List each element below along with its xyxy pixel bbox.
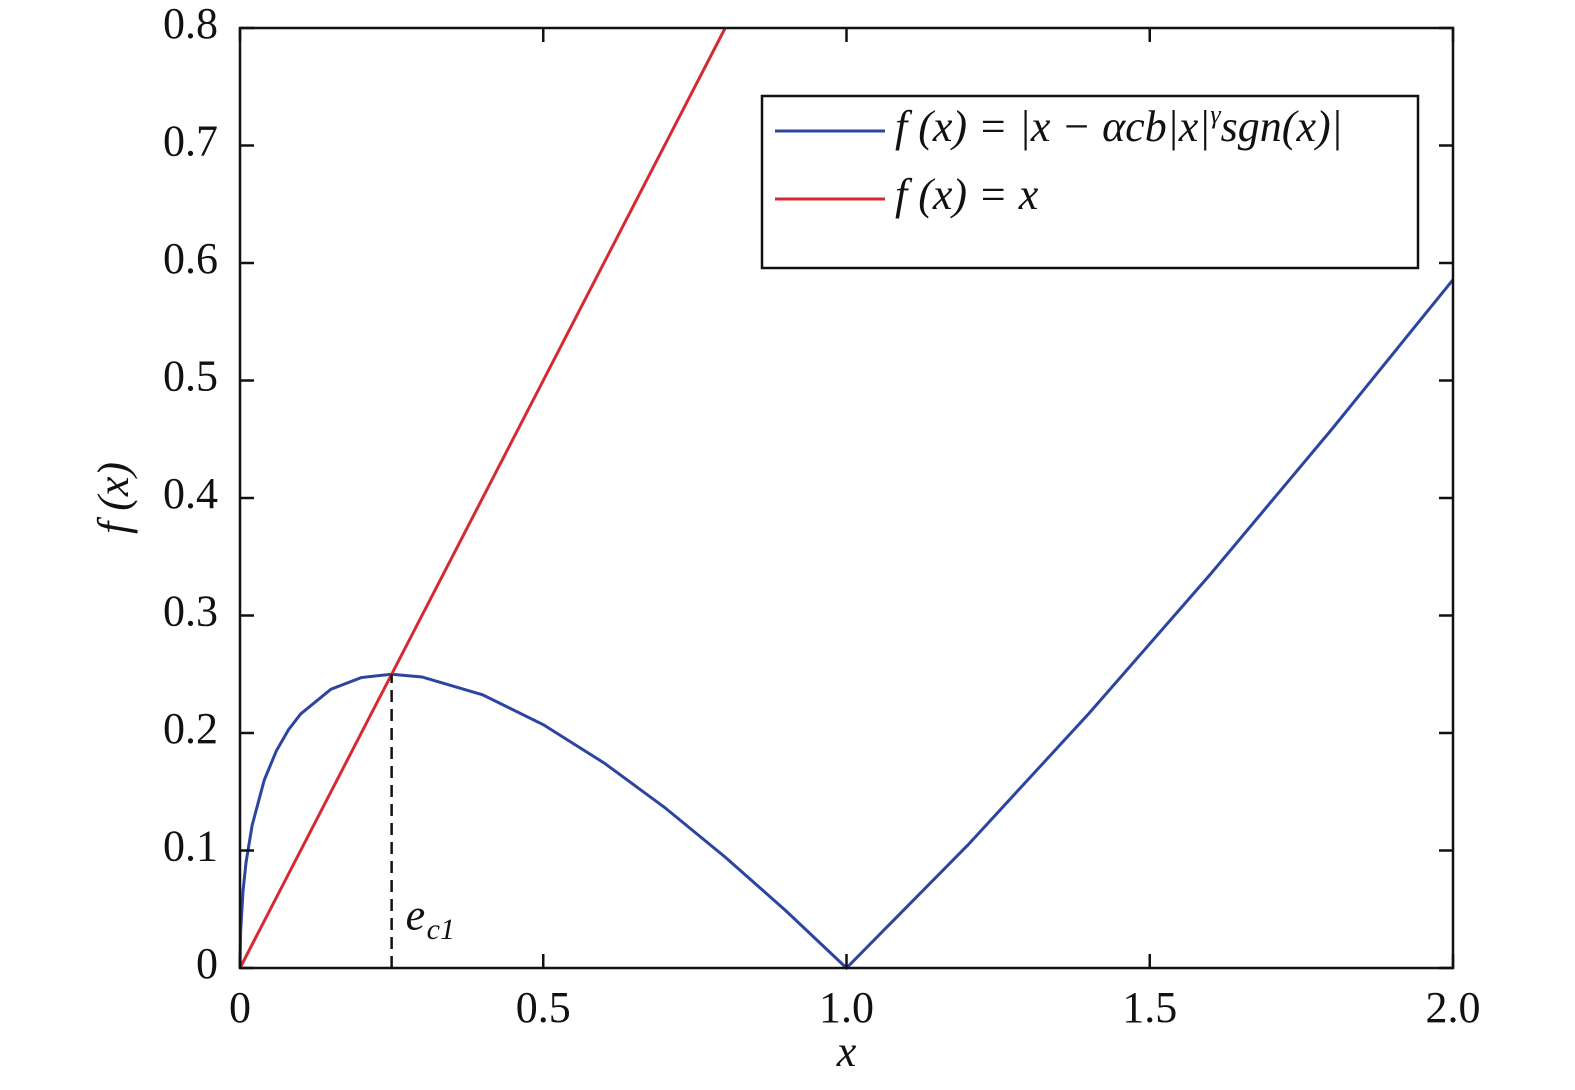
y-tick-label: 0.2	[163, 704, 218, 753]
annotation-subscript: c1	[427, 913, 455, 946]
x-tick-label: 1.5	[1122, 983, 1177, 1032]
legend-label: f (x) = |x − αcb|x|γsgn(x)|	[895, 100, 1343, 151]
x-tick-label: 2.0	[1426, 983, 1481, 1032]
y-tick-label: 0.1	[163, 822, 218, 871]
y-tick-label: 0.5	[163, 352, 218, 401]
x-tick-label: 0	[229, 983, 251, 1032]
y-tick-label: 0.7	[163, 117, 218, 166]
x-tick-label: 1.0	[819, 983, 874, 1032]
annotation-label: e	[406, 890, 426, 939]
y-axis-label: f (x)	[89, 462, 138, 534]
x-axis-label: x	[836, 1027, 857, 1076]
y-tick-label: 0.3	[163, 587, 218, 636]
y-tick-label: 0.8	[163, 0, 218, 48]
series-line	[238, 27, 727, 969]
y-tick-label: 0	[196, 939, 218, 988]
x-tick-label: 0.5	[516, 983, 571, 1032]
series-line	[238, 278, 1455, 971]
legend-box	[760, 94, 1420, 270]
y-tick-label: 0.6	[163, 234, 218, 283]
legend-label: f (x) = x	[895, 170, 1039, 219]
y-tick-label: 0.4	[163, 469, 218, 518]
